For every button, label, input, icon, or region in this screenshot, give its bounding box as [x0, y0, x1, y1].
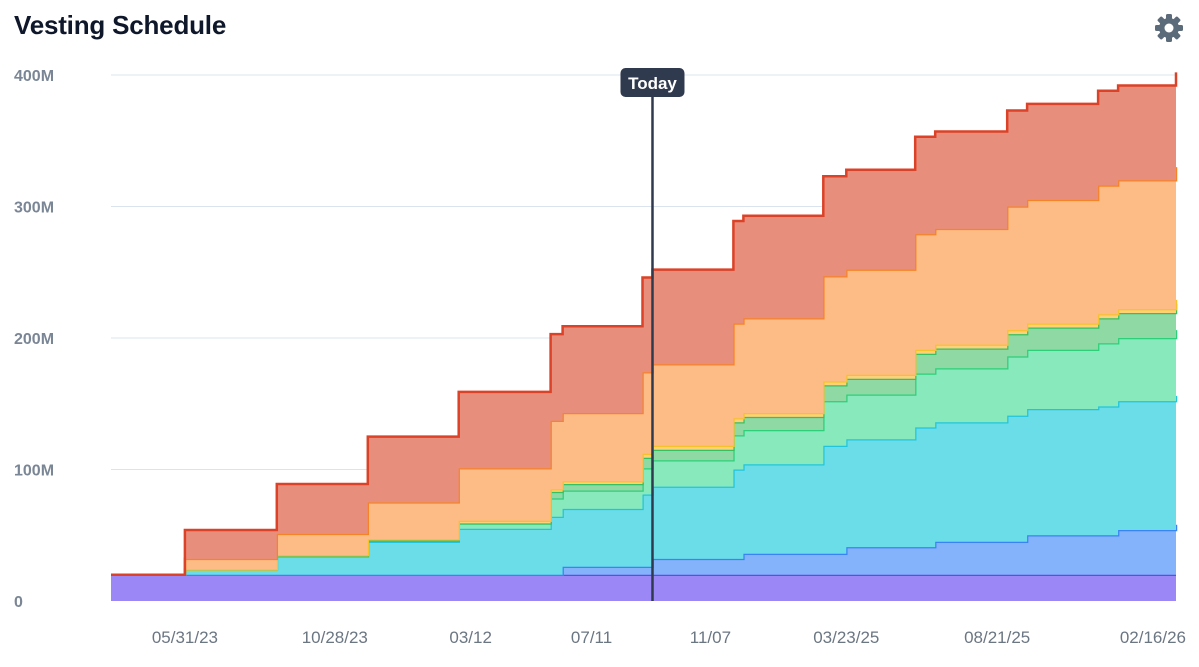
series-area-6: [111, 167, 1176, 575]
x-tick-label: 07/11: [571, 628, 612, 647]
y-tick-label: 0: [14, 594, 23, 611]
series-area-0: [111, 574, 1176, 601]
today-marker: Today: [620, 68, 685, 601]
axis-labels: 0 100M 200M 300M 400M 05/31/23 10/28/23 03/12 07…: [14, 68, 1186, 647]
series-areas: [111, 72, 1178, 601]
series-area-4: [111, 303, 1176, 575]
x-tick-label: 03/23/25: [813, 628, 879, 647]
y-tick-label: 400M: [14, 68, 54, 85]
x-tick-label: 02/16/26: [1120, 628, 1186, 647]
x-tick-label: 08/21/25: [964, 628, 1030, 647]
page-title: Vesting Schedule: [14, 10, 227, 40]
x-tick-label: 10/28/23: [302, 628, 368, 647]
x-tick-label: 03/12: [449, 628, 492, 647]
today-label: Today: [628, 74, 677, 93]
today-badge: [620, 68, 685, 97]
series-line-7: [111, 72, 1178, 576]
y-tick-label: 300M: [14, 200, 54, 217]
series-area-5: [111, 299, 1176, 575]
series-area-1: [111, 524, 1176, 575]
series-area-2: [111, 395, 1176, 575]
series-area-3: [111, 330, 1176, 575]
y-tick-label: 200M: [14, 331, 54, 348]
y-tick-label: 100M: [14, 463, 54, 480]
x-tick-label: 11/07: [690, 628, 731, 647]
gear-icon[interactable]: [1153, 12, 1185, 44]
x-tick-label: 05/31/23: [152, 628, 218, 647]
